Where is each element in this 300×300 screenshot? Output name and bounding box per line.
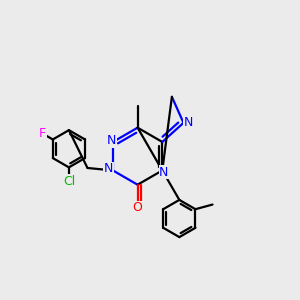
Text: N: N: [183, 116, 193, 129]
Text: N: N: [107, 134, 116, 147]
Text: F: F: [39, 127, 46, 140]
Text: O: O: [133, 202, 142, 214]
Text: N: N: [103, 162, 113, 176]
Text: Cl: Cl: [63, 175, 75, 188]
Text: N: N: [159, 166, 169, 178]
